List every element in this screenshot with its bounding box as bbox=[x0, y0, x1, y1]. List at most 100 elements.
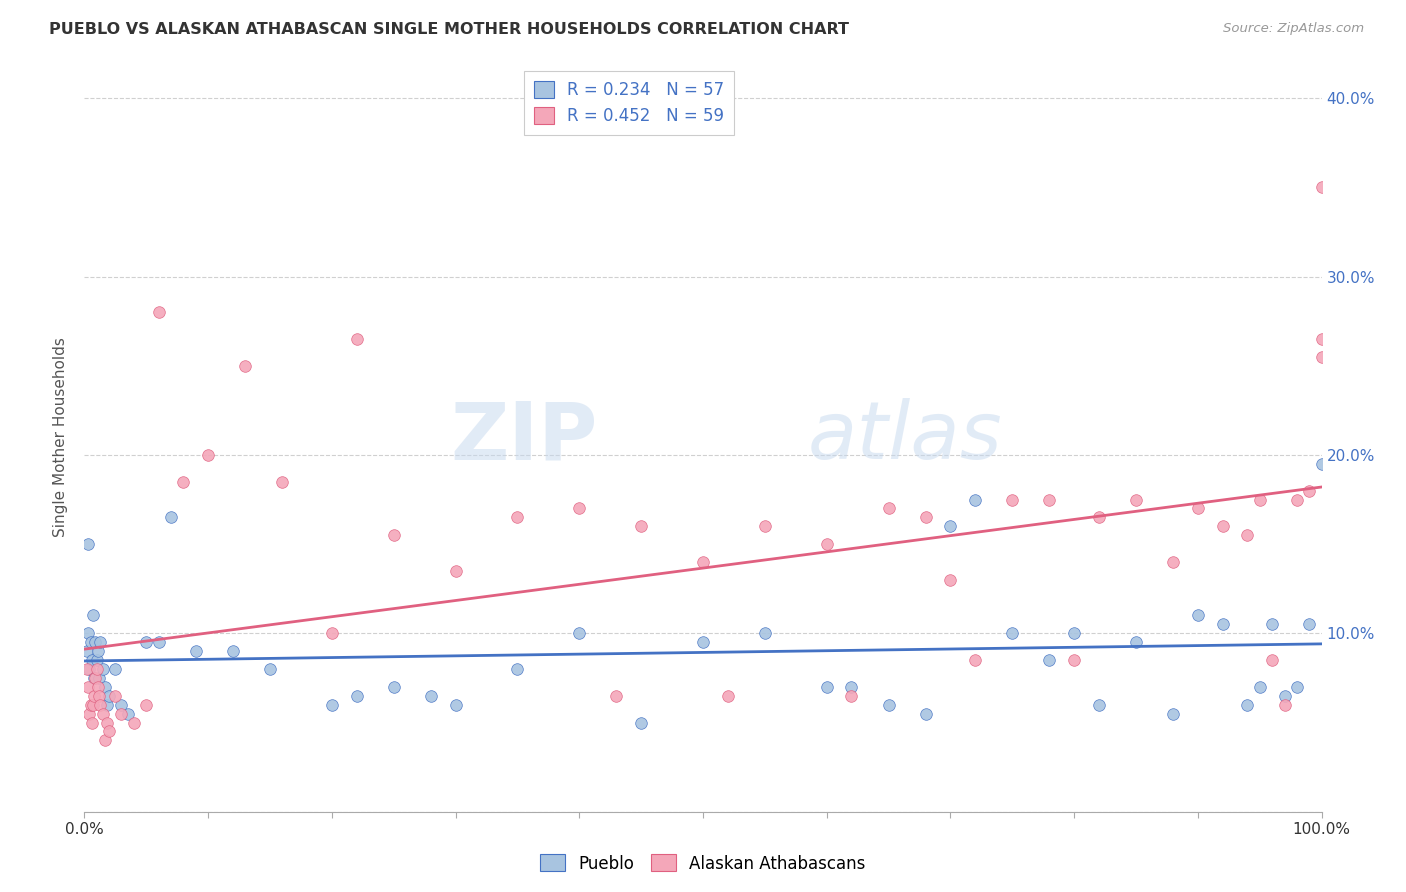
Point bbox=[83, 689, 105, 703]
Point bbox=[346, 332, 368, 346]
Point bbox=[1212, 617, 1234, 632]
Point bbox=[321, 698, 343, 712]
Point bbox=[1125, 635, 1147, 649]
Point bbox=[1298, 617, 1320, 632]
Point bbox=[89, 698, 111, 712]
Point bbox=[939, 573, 962, 587]
Point bbox=[77, 680, 100, 694]
Point bbox=[506, 662, 529, 676]
Point bbox=[965, 492, 987, 507]
Point bbox=[1261, 653, 1284, 667]
Point bbox=[76, 644, 98, 658]
Point bbox=[630, 519, 652, 533]
Point bbox=[110, 698, 132, 712]
Point bbox=[841, 680, 863, 694]
Point bbox=[321, 626, 343, 640]
Point bbox=[1310, 350, 1333, 364]
Point bbox=[444, 698, 467, 712]
Point bbox=[1298, 483, 1320, 498]
Point bbox=[717, 689, 740, 703]
Point bbox=[1038, 653, 1060, 667]
Point bbox=[1125, 492, 1147, 507]
Point bbox=[1187, 501, 1209, 516]
Point bbox=[1310, 457, 1333, 471]
Point bbox=[233, 359, 256, 373]
Point bbox=[1310, 332, 1333, 346]
Point bbox=[815, 537, 838, 551]
Point bbox=[1261, 617, 1284, 632]
Point bbox=[444, 564, 467, 578]
Point bbox=[506, 510, 529, 524]
Point bbox=[1161, 706, 1184, 721]
Legend: R = 0.234   N = 57, R = 0.452   N = 59: R = 0.234 N = 57, R = 0.452 N = 59 bbox=[523, 70, 734, 136]
Point bbox=[94, 733, 117, 747]
Point bbox=[89, 635, 111, 649]
Point bbox=[222, 644, 245, 658]
Point bbox=[98, 724, 121, 739]
Text: Source: ZipAtlas.com: Source: ZipAtlas.com bbox=[1223, 22, 1364, 36]
Point bbox=[79, 662, 101, 676]
Point bbox=[79, 698, 101, 712]
Point bbox=[965, 653, 987, 667]
Point bbox=[160, 510, 183, 524]
Point bbox=[84, 671, 107, 685]
Point bbox=[96, 715, 118, 730]
Point bbox=[1088, 698, 1111, 712]
Text: ZIP: ZIP bbox=[450, 398, 598, 476]
Point bbox=[1285, 492, 1308, 507]
Point bbox=[84, 635, 107, 649]
Point bbox=[77, 537, 100, 551]
Point bbox=[630, 715, 652, 730]
Point bbox=[104, 689, 127, 703]
Point bbox=[419, 689, 441, 703]
Point bbox=[79, 635, 101, 649]
Point bbox=[110, 706, 132, 721]
Point bbox=[754, 519, 776, 533]
Point bbox=[568, 626, 591, 640]
Point bbox=[1001, 626, 1024, 640]
Point bbox=[135, 635, 157, 649]
Point bbox=[271, 475, 294, 489]
Point bbox=[83, 671, 105, 685]
Point bbox=[1187, 608, 1209, 623]
Text: atlas: atlas bbox=[808, 398, 1002, 476]
Point bbox=[815, 680, 838, 694]
Point bbox=[77, 626, 100, 640]
Text: PUEBLO VS ALASKAN ATHABASCAN SINGLE MOTHER HOUSEHOLDS CORRELATION CHART: PUEBLO VS ALASKAN ATHABASCAN SINGLE MOTH… bbox=[49, 22, 849, 37]
Point bbox=[841, 689, 863, 703]
Point bbox=[1161, 555, 1184, 569]
Point bbox=[259, 662, 281, 676]
Point bbox=[1063, 653, 1085, 667]
Point bbox=[1236, 528, 1258, 542]
Point bbox=[80, 715, 103, 730]
Point bbox=[692, 555, 714, 569]
Point bbox=[76, 662, 98, 676]
Point bbox=[1236, 698, 1258, 712]
Point bbox=[148, 635, 170, 649]
Point bbox=[86, 662, 108, 676]
Point bbox=[104, 662, 127, 676]
Point bbox=[1001, 492, 1024, 507]
Point bbox=[914, 706, 936, 721]
Point bbox=[914, 510, 936, 524]
Point bbox=[197, 448, 219, 462]
Point bbox=[98, 689, 121, 703]
Point bbox=[754, 626, 776, 640]
Point bbox=[605, 689, 627, 703]
Point bbox=[148, 305, 170, 319]
Point bbox=[86, 653, 108, 667]
Point bbox=[382, 680, 405, 694]
Point bbox=[1310, 180, 1333, 194]
Point bbox=[382, 528, 405, 542]
Point bbox=[1274, 698, 1296, 712]
Point bbox=[96, 698, 118, 712]
Point bbox=[1274, 689, 1296, 703]
Point bbox=[172, 475, 194, 489]
Point bbox=[346, 689, 368, 703]
Point bbox=[692, 635, 714, 649]
Point bbox=[1249, 492, 1271, 507]
Point bbox=[80, 653, 103, 667]
Point bbox=[91, 706, 114, 721]
Y-axis label: Single Mother Households: Single Mother Households bbox=[53, 337, 69, 537]
Point bbox=[91, 662, 114, 676]
